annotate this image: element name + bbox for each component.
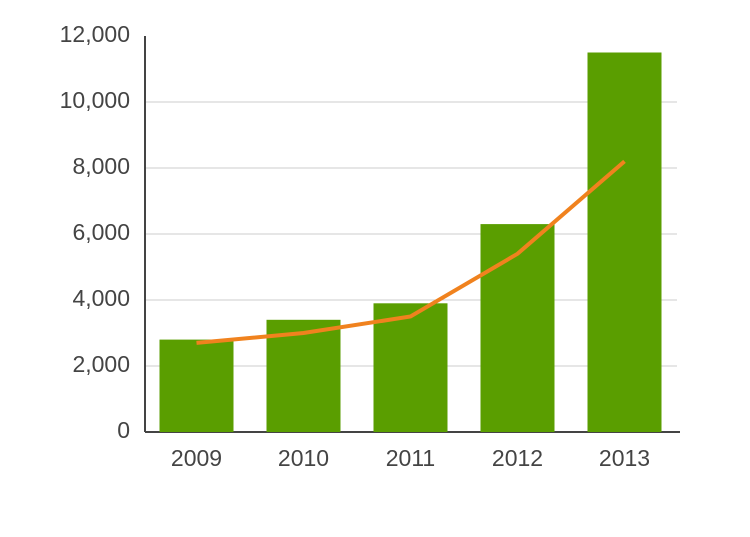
bar	[480, 224, 555, 432]
x-tick-label: 2012	[492, 445, 543, 471]
y-tick-label: 8,000	[72, 153, 130, 179]
x-tick-label: 2013	[599, 445, 650, 471]
x-tick-label: 2009	[171, 445, 222, 471]
line	[196, 159, 626, 345]
bar	[587, 52, 662, 432]
y-tick-label: 12,000	[60, 21, 130, 47]
y-tick-label: 6,000	[72, 219, 130, 245]
x-tick-label: 2010	[278, 445, 329, 471]
x-tick-label: 2011	[386, 445, 435, 471]
bar	[373, 303, 448, 432]
bar	[159, 339, 234, 432]
y-tick-label: 2,000	[72, 351, 130, 377]
bar	[266, 319, 341, 432]
y-tick-label: 0	[117, 417, 130, 443]
y-tick-label: 10,000	[60, 87, 130, 113]
y-tick-label: 4,000	[72, 285, 130, 311]
